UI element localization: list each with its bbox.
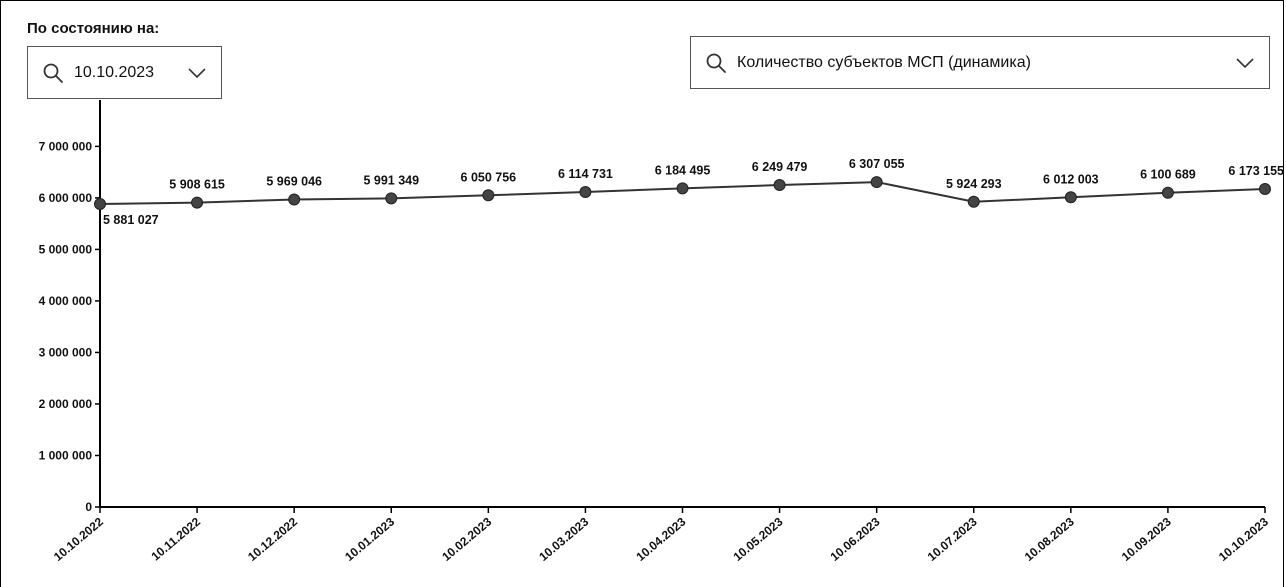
x-tick-label: 10.07.2023 [925,514,980,564]
x-tick-label: 10.01.2023 [342,514,397,564]
date-select-value: 10.10.2023 [74,63,155,81]
x-tick-label: 10.04.2023 [633,514,688,564]
data-label: 6 249 479 [752,160,808,174]
data-label: 5 924 293 [946,177,1002,191]
y-tick-label: 6 000 000 [39,191,93,205]
search-icon [706,53,726,73]
y-tick-label: 5 000 000 [39,242,93,256]
data-point [870,176,883,189]
data-label: 6 307 055 [849,157,905,171]
x-tick-label: 10.06.2023 [828,514,883,564]
data-label: 6 184 495 [655,163,711,177]
x-tick-label: 10.02.2023 [439,514,494,564]
x-tick-label: 10.10.2023 [1216,514,1271,564]
data-point [676,182,689,195]
y-tick-label: 0 [85,500,92,514]
data-point [191,196,204,209]
x-tick-label: 10.09.2023 [1119,514,1174,564]
data-point [967,195,980,208]
chevron-down-icon [188,67,206,78]
x-tick-label: 10.08.2023 [1022,514,1077,564]
data-label: 5 969 046 [266,174,322,188]
date-select[interactable]: 10.10.2023 [27,46,222,99]
data-label: 6 173 155 [1228,164,1284,178]
data-label: 6 100 689 [1140,168,1196,182]
y-tick-label: 3 000 000 [39,345,93,359]
data-point [773,179,786,192]
data-label: 6 012 003 [1043,172,1099,186]
x-tick-label: 10.12.2022 [245,514,300,564]
data-point [385,192,398,205]
date-label: По состоянию на: [27,20,160,37]
data-point [1259,182,1271,195]
data-label: 6 050 756 [461,170,517,184]
y-tick-label: 2 000 000 [39,397,93,411]
data-point [288,193,301,206]
data-label: 5 881 027 [103,213,159,227]
x-tick-label: 10.03.2023 [536,514,591,564]
data-point [482,189,495,202]
metric-select-value: Количество субъектов МСП (динамика) [737,53,1031,71]
y-tick-label: 4 000 000 [39,294,93,308]
x-tick-label: 10.10.2022 [51,514,106,564]
data-point [1064,191,1077,204]
data-label: 5 991 349 [363,173,419,187]
y-tick-label: 7 000 000 [39,139,93,153]
data-point [1161,186,1174,199]
chevron-down-icon [1236,57,1254,68]
x-tick-label: 10.11.2022 [149,514,204,563]
data-label: 5 908 615 [169,178,225,192]
y-tick-label: 1 000 000 [39,448,93,462]
x-tick-label: 10.05.2023 [731,514,786,564]
search-icon [43,63,63,83]
metric-select[interactable]: Количество субъектов МСП (динамика) [690,36,1270,89]
data-label: 6 114 731 [558,167,613,181]
data-point [579,185,592,198]
data-point [94,198,106,211]
